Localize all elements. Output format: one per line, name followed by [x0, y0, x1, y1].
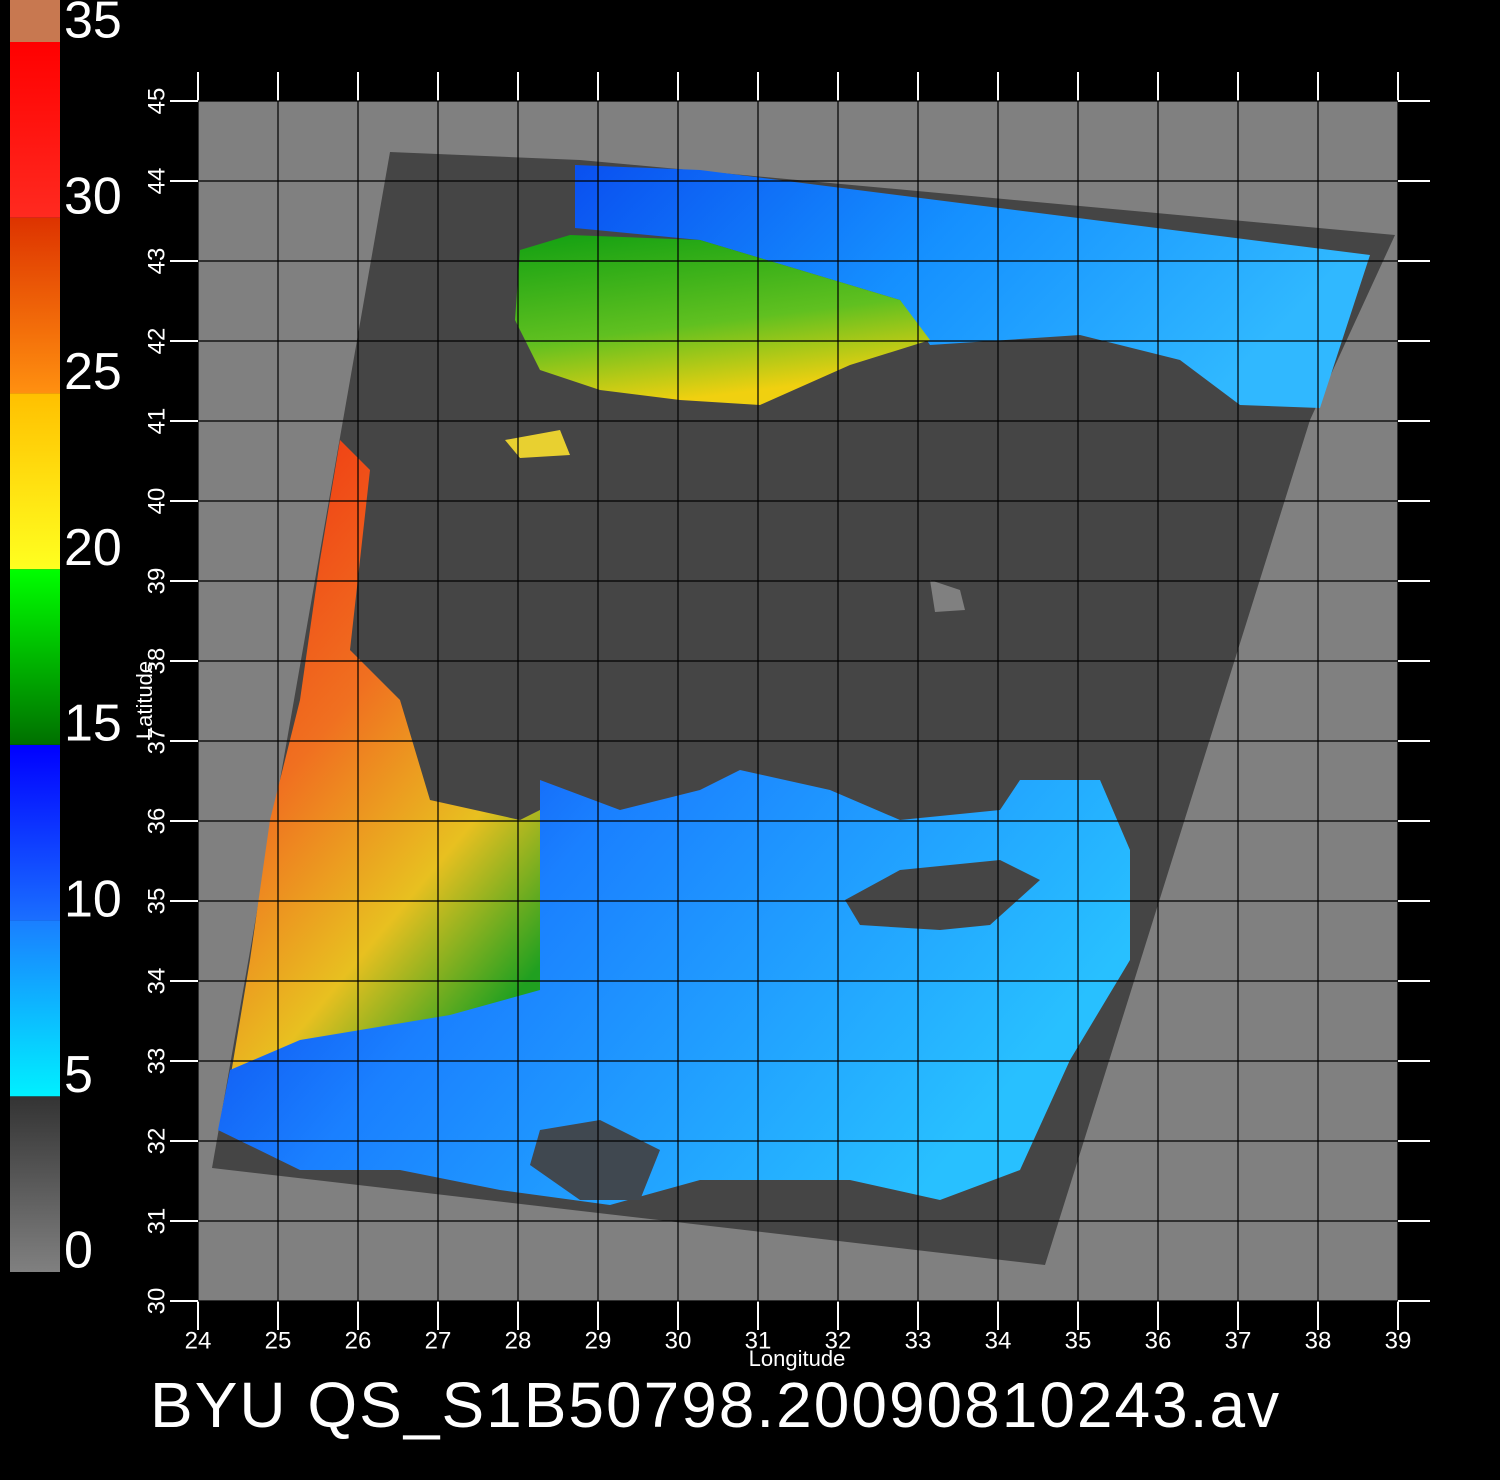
y-tick-label: 40: [143, 488, 170, 515]
colorbar-label: 10: [64, 870, 122, 928]
colorbar-label: 25: [64, 343, 122, 401]
y-tick-label: 32: [143, 1128, 170, 1155]
axes: 24 25 26 27 28 29 30 31 32 33 34 35 36 37 38 39 30 31 32 33…: [143, 72, 1430, 1354]
colorbar-label: 0: [64, 1222, 93, 1280]
colorbar-segment: [10, 42, 60, 218]
colorbar-segment: [10, 1096, 60, 1272]
y-tick-label: 33: [143, 1048, 170, 1075]
colorbar-label: 15: [64, 695, 122, 753]
colorbar-segment: [10, 920, 60, 1097]
colorbar-over: [10, 0, 60, 42]
x-tick-label: 28: [505, 1327, 532, 1354]
x-tick-label: 24: [185, 1327, 212, 1354]
y-tick-label: 43: [143, 248, 170, 275]
swath: [212, 152, 1395, 1265]
x-tick-label: 35: [1065, 1327, 1092, 1354]
x-tick-label: 25: [265, 1327, 292, 1354]
x-tick-label: 26: [345, 1327, 372, 1354]
y-tick-label: 41: [143, 408, 170, 435]
aegean-field: [230, 440, 560, 1100]
x-tick-label: 29: [585, 1327, 612, 1354]
y-tick-label: 35: [143, 888, 170, 915]
x-tick-label: 33: [905, 1327, 932, 1354]
y-tick-label: 30: [143, 1288, 170, 1315]
y-tick-label: 44: [143, 168, 170, 195]
islet-field: [505, 430, 570, 458]
x-tick-label: 38: [1305, 1327, 1332, 1354]
black-sea-field: [575, 165, 1370, 408]
land-patch: [930, 580, 965, 612]
colorbar-label: 5: [64, 1046, 93, 1104]
y-tick-label: 38: [143, 648, 170, 675]
colorbar-segment: [10, 744, 60, 921]
y-tick-label: 37: [143, 728, 170, 755]
x-tick-label: 36: [1145, 1327, 1172, 1354]
y-tick-label: 45: [143, 88, 170, 115]
x-tick-label: 31: [745, 1327, 772, 1354]
x-tick-label: 34: [985, 1327, 1012, 1354]
y-tick-label: 31: [143, 1208, 170, 1235]
x-tick-label: 27: [425, 1327, 452, 1354]
x-tick-label: 37: [1225, 1327, 1252, 1354]
x-tick-label: 39: [1385, 1327, 1412, 1354]
x-tick-label: 30: [665, 1327, 692, 1354]
title: BYU QS_S1B50798.20090810243.av: [150, 1369, 1281, 1441]
north-coast-field: [515, 235, 930, 405]
cyprus: [845, 860, 1040, 930]
colorbar-segment: [10, 569, 60, 745]
colorbar-segment: [10, 393, 60, 570]
calm-patch: [530, 1120, 660, 1200]
colorbar-label: 35: [64, 0, 122, 50]
y-axis-label: Latitude: [132, 661, 157, 739]
y-tick-label: 42: [143, 328, 170, 355]
colorbar: 0 5 10 15 20 25 30 35: [10, 0, 122, 1280]
y-tick-label: 36: [143, 808, 170, 835]
y-tick-label: 34: [143, 968, 170, 995]
colorbar-segment: [10, 217, 60, 394]
plot-area: [198, 101, 1398, 1301]
colorbar-label: 20: [64, 519, 122, 577]
y-tick-label: 39: [143, 568, 170, 595]
x-tick-label: 32: [825, 1327, 852, 1354]
colorbar-label: 30: [64, 167, 122, 225]
x-axis-label: Longitude: [749, 1346, 846, 1371]
